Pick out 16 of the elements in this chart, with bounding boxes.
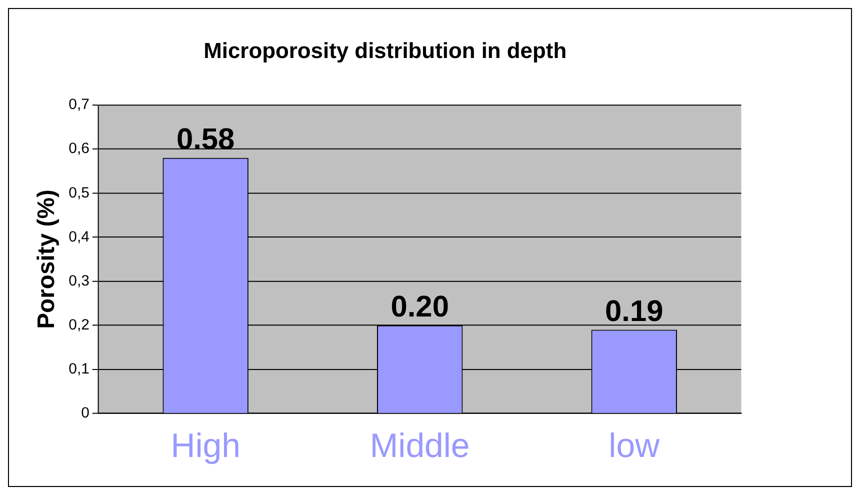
chart-title: Microporosity distribution in depth [204,38,567,64]
y-tick-label: 0,2 [68,316,90,334]
data-label: 0.19 [605,295,664,328]
data-label: 0.20 [390,290,449,324]
x-tick-label: High [170,427,240,466]
y-tick-label: 0,4 [68,228,90,246]
y-tick-label: 0,3 [68,272,90,290]
x-tick-label: low [608,427,660,466]
y-tick-label: 0,6 [68,140,90,158]
y-tick-label: 0,5 [68,184,90,202]
data-label: 0.58 [176,123,235,156]
x-tick-label: Middle [370,427,470,466]
y-axis-title: Porosity (%) [32,190,60,329]
y-tick-label: 0 [81,404,90,422]
y-tick-label: 0,1 [68,360,90,378]
y-tick-label: 0,7 [68,96,90,114]
